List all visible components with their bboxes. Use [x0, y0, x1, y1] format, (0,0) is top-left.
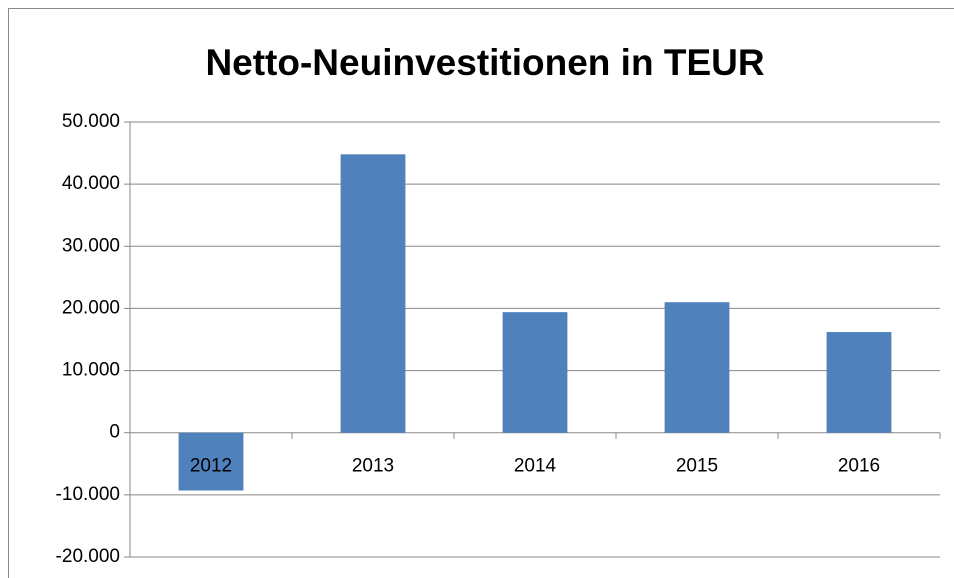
y-tick-label: 40.000 — [62, 173, 120, 194]
y-tick-label: 0 — [109, 422, 120, 443]
y-tick-label: -20.000 — [56, 546, 120, 567]
bar — [340, 154, 406, 433]
x-tick-label: 2013 — [352, 456, 394, 477]
chart-frame — [8, 8, 954, 578]
bar — [664, 302, 730, 433]
y-tick-label: -10.000 — [56, 484, 120, 505]
bar — [826, 332, 892, 433]
y-tick-label: 50.000 — [62, 111, 120, 132]
y-tick-label: 30.000 — [62, 235, 120, 256]
bar — [502, 312, 568, 433]
x-tick-label: 2014 — [514, 456, 557, 477]
x-tick-label: 2012 — [190, 456, 232, 477]
y-tick-label: 10.000 — [62, 360, 120, 381]
bar — [178, 432, 244, 491]
x-tick-label: 2015 — [676, 456, 718, 477]
chart-title: Netto-Neuinvestitionen in TEUR — [205, 42, 764, 83]
y-tick-label: 20.000 — [62, 297, 120, 318]
x-tick-label: 2016 — [838, 456, 880, 477]
